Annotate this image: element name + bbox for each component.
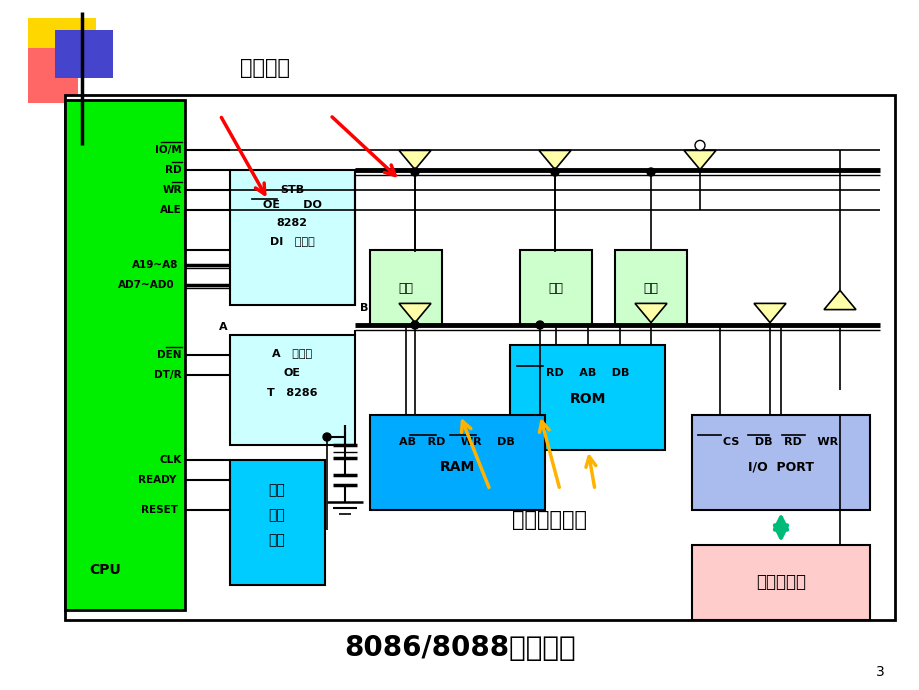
Text: B: B	[359, 303, 368, 313]
Text: AD7~AD0: AD7~AD0	[119, 280, 175, 290]
Text: ALE: ALE	[160, 205, 182, 215]
Circle shape	[536, 321, 543, 329]
Bar	[28, 48, 78, 103]
Text: STB: STB	[279, 185, 304, 195]
Bar	[28, 18, 96, 78]
Text: OE      DO: OE DO	[262, 200, 321, 210]
Text: CS    DB   RD    WR: CS DB RD WR	[722, 437, 837, 447]
Text: RD    AB    DB: RD AB DB	[546, 368, 629, 378]
Polygon shape	[539, 150, 571, 170]
Text: WR: WR	[163, 185, 182, 195]
Text: 外部存储器: 外部存储器	[755, 573, 805, 591]
Text: T   8286: T 8286	[267, 388, 317, 398]
Bar	[230, 335, 355, 445]
Text: 时钟: 时钟	[268, 483, 285, 497]
Text: 8282: 8282	[277, 218, 307, 228]
Bar	[691, 415, 869, 510]
Bar	[614, 250, 686, 325]
Text: READY: READY	[138, 475, 176, 485]
Text: RD: RD	[165, 165, 182, 175]
Text: 器译: 器译	[548, 282, 562, 295]
Text: 3: 3	[875, 665, 883, 679]
Text: OE: OE	[283, 368, 301, 378]
Bar	[230, 460, 324, 585]
Text: 8086/8088典型系统: 8086/8088典型系统	[344, 634, 575, 662]
Text: CLK: CLK	[160, 455, 182, 465]
Circle shape	[323, 433, 331, 441]
Text: A19~A8: A19~A8	[131, 260, 177, 270]
Text: 器译: 器译	[398, 282, 413, 295]
Bar	[369, 415, 544, 510]
Circle shape	[411, 168, 418, 176]
Bar	[230, 170, 355, 305]
Text: DT/R: DT/R	[154, 370, 182, 380]
Bar	[509, 345, 664, 450]
Circle shape	[550, 168, 559, 176]
Text: A: A	[219, 322, 228, 332]
Polygon shape	[823, 290, 855, 310]
Text: 总线作用: 总线作用	[240, 58, 289, 78]
Bar	[65, 100, 185, 610]
Text: I/O  PORT: I/O PORT	[747, 460, 813, 473]
Text: 器译: 器译	[642, 282, 658, 295]
Circle shape	[411, 321, 418, 329]
Bar	[519, 250, 591, 325]
Text: DI   锁存器: DI 锁存器	[269, 236, 314, 246]
Text: 复位: 复位	[268, 508, 285, 522]
Text: RESET: RESET	[141, 505, 177, 515]
Text: AB   RD    WR    DB: AB RD WR DB	[399, 437, 515, 447]
Text: 电路: 电路	[268, 533, 285, 547]
Text: RAM: RAM	[439, 460, 474, 474]
Text: IO/M: IO/M	[155, 145, 182, 155]
Polygon shape	[754, 304, 785, 323]
Polygon shape	[683, 150, 715, 170]
Bar	[369, 250, 441, 325]
Text: ROM: ROM	[569, 392, 606, 406]
Text: DEN: DEN	[157, 350, 182, 360]
Polygon shape	[399, 150, 430, 170]
Circle shape	[646, 168, 654, 176]
Text: 半导体存储器: 半导体存储器	[512, 510, 587, 530]
Bar	[691, 545, 869, 620]
Circle shape	[694, 140, 704, 150]
Text: CPU: CPU	[89, 563, 120, 577]
Text: A   收发器: A 收发器	[272, 348, 312, 358]
Bar	[65, 95, 894, 620]
Polygon shape	[634, 304, 666, 323]
Polygon shape	[399, 304, 430, 323]
Bar	[55, 30, 113, 78]
